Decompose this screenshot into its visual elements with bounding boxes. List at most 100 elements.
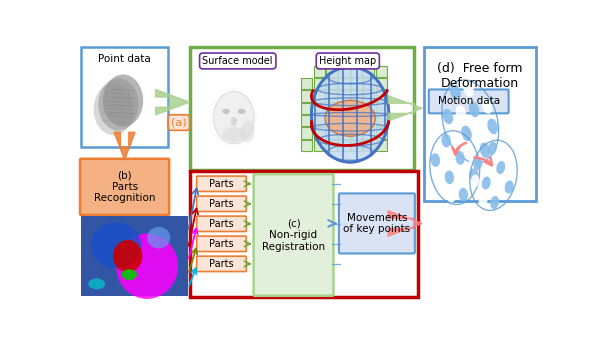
Ellipse shape <box>147 227 170 248</box>
Ellipse shape <box>488 142 497 155</box>
Bar <box>301 115 313 126</box>
Ellipse shape <box>88 279 105 289</box>
Bar <box>326 66 337 77</box>
Ellipse shape <box>445 170 454 184</box>
Ellipse shape <box>470 174 479 188</box>
Ellipse shape <box>469 102 479 117</box>
Ellipse shape <box>214 91 254 144</box>
Bar <box>351 115 362 126</box>
Text: (d)  Free form
Deformation: (d) Free form Deformation <box>437 62 523 90</box>
Bar <box>314 140 325 151</box>
Ellipse shape <box>94 83 134 135</box>
Bar <box>376 91 387 101</box>
FancyBboxPatch shape <box>197 176 246 192</box>
Ellipse shape <box>116 234 178 299</box>
Ellipse shape <box>325 100 376 136</box>
Bar <box>376 115 387 126</box>
Bar <box>314 115 325 126</box>
Ellipse shape <box>455 105 466 121</box>
Bar <box>376 103 387 114</box>
Ellipse shape <box>454 132 463 146</box>
FancyBboxPatch shape <box>254 174 334 296</box>
Bar <box>326 115 337 126</box>
Ellipse shape <box>446 189 455 203</box>
Ellipse shape <box>91 222 141 268</box>
FancyBboxPatch shape <box>429 90 509 113</box>
Ellipse shape <box>469 168 479 182</box>
Bar <box>326 140 337 151</box>
Text: Movements
of key points: Movements of key points <box>343 213 410 234</box>
Ellipse shape <box>467 146 478 162</box>
Ellipse shape <box>222 109 230 114</box>
Bar <box>363 103 374 114</box>
Bar <box>301 140 313 151</box>
Ellipse shape <box>485 159 494 172</box>
Ellipse shape <box>311 67 389 162</box>
Ellipse shape <box>103 74 143 127</box>
Bar <box>81 216 188 296</box>
Bar <box>363 115 374 126</box>
Text: Parts: Parts <box>209 199 234 209</box>
Ellipse shape <box>450 85 461 100</box>
FancyBboxPatch shape <box>197 256 246 271</box>
Bar <box>338 78 350 89</box>
Text: (c)
Non-rigid
Registration: (c) Non-rigid Registration <box>262 218 325 251</box>
FancyArrow shape <box>155 90 190 115</box>
Ellipse shape <box>496 161 505 174</box>
Bar <box>301 91 313 101</box>
Bar <box>351 140 362 151</box>
Bar <box>376 78 387 89</box>
Text: Motion data: Motion data <box>437 96 500 106</box>
Text: (b)
Parts
Recognition: (b) Parts Recognition <box>94 170 155 203</box>
Ellipse shape <box>463 81 474 97</box>
Ellipse shape <box>238 109 245 114</box>
Bar <box>363 66 374 77</box>
Ellipse shape <box>215 93 253 142</box>
Text: Point data: Point data <box>98 54 151 65</box>
Bar <box>424 47 536 201</box>
Text: Parts: Parts <box>209 259 234 269</box>
FancyArrow shape <box>388 211 422 236</box>
Bar <box>301 78 313 89</box>
Text: Parts: Parts <box>209 239 234 249</box>
Bar <box>314 66 325 77</box>
Ellipse shape <box>499 144 508 157</box>
Bar <box>338 91 350 101</box>
Bar <box>351 66 362 77</box>
Bar <box>326 103 337 114</box>
FancyArrow shape <box>114 132 135 160</box>
Ellipse shape <box>448 129 458 145</box>
Ellipse shape <box>482 176 491 190</box>
Text: Parts: Parts <box>209 219 234 229</box>
Ellipse shape <box>468 150 477 164</box>
Ellipse shape <box>219 99 249 137</box>
FancyBboxPatch shape <box>339 193 415 254</box>
Text: Height map: Height map <box>319 56 376 66</box>
Ellipse shape <box>211 88 257 147</box>
FancyBboxPatch shape <box>80 159 169 215</box>
Bar <box>338 127 350 139</box>
Ellipse shape <box>508 163 517 176</box>
Bar <box>363 78 374 89</box>
Bar <box>314 127 325 139</box>
Bar <box>363 91 374 101</box>
Ellipse shape <box>479 194 488 207</box>
Ellipse shape <box>473 157 482 170</box>
Bar <box>376 127 387 139</box>
Ellipse shape <box>443 152 452 166</box>
Bar <box>351 103 362 114</box>
Ellipse shape <box>231 117 237 126</box>
Bar <box>326 91 337 101</box>
Ellipse shape <box>433 171 442 185</box>
Bar <box>363 140 374 151</box>
FancyArrow shape <box>388 96 422 121</box>
Ellipse shape <box>487 119 498 134</box>
Ellipse shape <box>443 108 453 124</box>
Bar <box>81 47 168 147</box>
Bar <box>338 140 350 151</box>
Ellipse shape <box>121 269 137 280</box>
Bar <box>326 78 337 89</box>
Bar <box>376 140 387 151</box>
Ellipse shape <box>442 134 451 147</box>
Bar <box>301 103 313 114</box>
